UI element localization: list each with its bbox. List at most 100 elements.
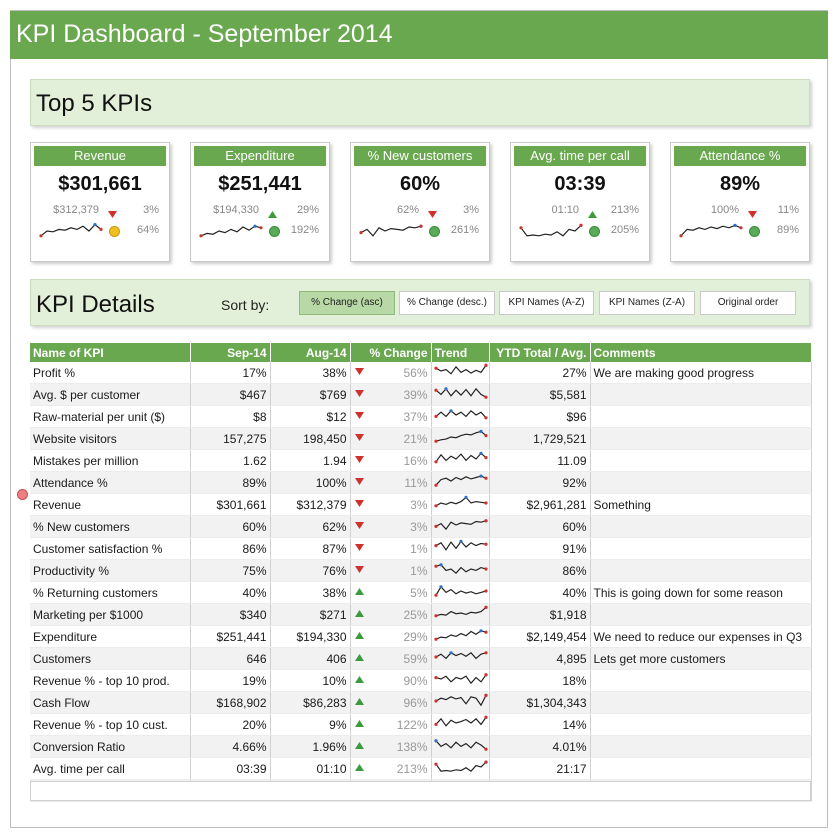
- kpi-card-value: 60%: [399, 173, 441, 195]
- comment-cell[interactable]: Something: [590, 493, 812, 516]
- comment-cell[interactable]: [590, 537, 812, 560]
- ytd-cell: 91%: [489, 537, 591, 560]
- kpi-card[interactable]: Revenue $301,661 $312,379 3% 64%: [30, 142, 170, 262]
- table-row[interactable]: Cash Flow $168,902 $86,283 96% $1,304,343: [30, 691, 812, 714]
- comment-cell[interactable]: [590, 471, 812, 494]
- kpi-name-cell: % Returning customers: [30, 581, 191, 604]
- trend-sparkline: [433, 629, 488, 641]
- kpi-card-title: Avg. time per call: [514, 146, 646, 166]
- comment-cell[interactable]: [590, 603, 812, 626]
- comment-cell[interactable]: [590, 559, 812, 582]
- sparkline-last-point: [483, 673, 488, 677]
- trend-sparkline: [433, 429, 488, 443]
- ytd-cell: 86%: [489, 559, 591, 582]
- comment-cell[interactable]: [590, 405, 812, 428]
- table-row[interactable]: Mistakes per million 1.62 1.94 16% 11.09: [30, 449, 812, 472]
- col-header-change[interactable]: % Change: [350, 343, 432, 362]
- table-row[interactable]: Avg. $ per customer $467 $769 39% $5,581: [30, 383, 812, 406]
- col-header-aug[interactable]: Aug-14: [270, 343, 351, 362]
- ytd-cell: $1,304,343: [489, 691, 591, 714]
- kpi-name-cell: Attendance %: [30, 471, 191, 494]
- col-header-trend[interactable]: Trend: [431, 343, 490, 362]
- kpi-card-arrow: [107, 206, 118, 218]
- comment-cell[interactable]: [590, 515, 812, 538]
- arrow-up-icon: [354, 764, 364, 771]
- change-cell: 11%: [350, 471, 432, 494]
- kpi-card-ytd: 205%: [610, 224, 639, 236]
- table-row[interactable]: % Returning customers 40% 38% 5% 40% This is …: [30, 581, 812, 604]
- kpi-card-change: 213%: [610, 204, 639, 216]
- comment-cell[interactable]: We are making good progress: [590, 362, 812, 384]
- trend-sparkline: [433, 387, 488, 399]
- kpi-card[interactable]: % New customers 60% 62% 3% 261%: [350, 142, 490, 262]
- kpi-card-arrow: [747, 206, 758, 218]
- table-row[interactable]: % New customers 60% 62% 3% 60%: [30, 515, 812, 538]
- table-row[interactable]: Website visitors 157,275 198,450 21% 1,729,5…: [30, 427, 812, 450]
- sparkline-high-point: [463, 495, 468, 499]
- sparkline-first-point: [433, 564, 438, 568]
- col-header-name[interactable]: Name of KPI: [30, 343, 191, 362]
- col-header-sep[interactable]: Sep-14: [190, 343, 271, 362]
- sort-button[interactable]: % Change (desc.): [399, 291, 495, 315]
- trend-cell: [431, 559, 490, 582]
- table-row[interactable]: Productivity % 75% 76% 1% 86%: [30, 559, 812, 582]
- comment-cell[interactable]: [590, 383, 812, 406]
- arrow-down-icon: [354, 522, 364, 529]
- table-row[interactable]: Revenue $301,661 $312,379 3% $2,961,281 Somet…: [30, 493, 812, 516]
- sort-button[interactable]: KPI Names (Z-A): [599, 291, 695, 315]
- arrow-down-icon: [354, 368, 364, 375]
- kpi-name-cell: Expenditure: [30, 625, 191, 648]
- sparkline-path: [435, 717, 486, 727]
- sparkline-last-point: [483, 747, 488, 751]
- table-row[interactable]: Customer satisfaction % 86% 87% 1% 91%: [30, 537, 812, 560]
- table-row[interactable]: Raw-material per unit ($) $8 $12 37% $96: [30, 405, 812, 428]
- comment-cell[interactable]: [590, 691, 812, 714]
- comment-cell[interactable]: [590, 427, 812, 450]
- trend-sparkline: [433, 693, 488, 707]
- table-row[interactable]: Conversion Ratio 4.66% 1.96% 138% 4.01%: [30, 735, 812, 758]
- sort-button[interactable]: % Change (asc): [299, 291, 395, 315]
- comment-cell[interactable]: This is going down for some reason: [590, 581, 812, 604]
- arrow-up-icon: [354, 610, 364, 617]
- table-row[interactable]: Avg. time per call 03:39 01:10 213% 21:17: [30, 757, 812, 780]
- change-cell: 59%: [350, 647, 432, 670]
- sort-button[interactable]: Original order: [700, 291, 796, 315]
- table-row[interactable]: Attendance % 89% 100% 11% 92%: [30, 471, 812, 494]
- comment-cell[interactable]: [590, 449, 812, 472]
- arrow-down-icon: [354, 434, 364, 441]
- comment-cell[interactable]: [590, 713, 812, 736]
- change-value: 213%: [396, 761, 428, 776]
- table-header-row: Name of KPI Sep-14 Aug-14 % Change Trend…: [30, 343, 812, 362]
- change-cell: 39%: [350, 383, 432, 406]
- kpi-card[interactable]: Expenditure $251,441 $194,330 29% 192%: [190, 142, 330, 262]
- arrow-up-icon: [588, 211, 597, 218]
- kpi-card[interactable]: Avg. time per call 03:39 01:10 213% 205%: [510, 142, 650, 262]
- comment-cell[interactable]: [590, 735, 812, 758]
- comment-cell[interactable]: [590, 669, 812, 692]
- change-value: 1%: [410, 563, 428, 578]
- kpi-card-sparkline: [359, 221, 423, 241]
- comment-cell[interactable]: We need to reduce our expenses in Q3: [590, 625, 812, 648]
- kpi-card-sparkline: [679, 221, 743, 241]
- sparkline-first-point: [433, 524, 438, 528]
- comment-cell[interactable]: [590, 757, 812, 780]
- sparkline-chart: [679, 223, 743, 238]
- status-dot-icon: [429, 226, 440, 237]
- sort-button[interactable]: KPI Names (A-Z): [499, 291, 594, 315]
- table-row[interactable]: Revenue % - top 10 cust. 20% 9% 122% 14%: [30, 713, 812, 736]
- table-row[interactable]: Revenue % - top 10 prod. 19% 10% 90% 18%: [30, 669, 812, 692]
- comment-cell[interactable]: Lets get more customers: [590, 647, 812, 670]
- col-header-ytd[interactable]: YTD Total / Avg.: [489, 343, 591, 362]
- sparkline-last-point: [739, 226, 743, 230]
- kpi-card[interactable]: Attendance % 89% 100% 11% 89%: [670, 142, 810, 262]
- table-row[interactable]: Profit % 17% 38% 56% 27% We are making good p…: [30, 362, 812, 384]
- table-row[interactable]: Customers 646 406 59% 4,895 Lets get more cus…: [30, 647, 812, 670]
- ytd-cell: 4.01%: [489, 735, 591, 758]
- col-header-comments[interactable]: Comments: [590, 343, 812, 362]
- sparkline-path: [435, 452, 486, 463]
- sep-value-cell: $8: [190, 405, 271, 428]
- kpi-card-change: 3%: [143, 204, 159, 216]
- table-row[interactable]: Expenditure $251,441 $194,330 29% $2,149,454…: [30, 625, 812, 648]
- change-cell: 29%: [350, 625, 432, 648]
- table-row[interactable]: Marketing per $1000 $340 $271 25% $1,918: [30, 603, 812, 626]
